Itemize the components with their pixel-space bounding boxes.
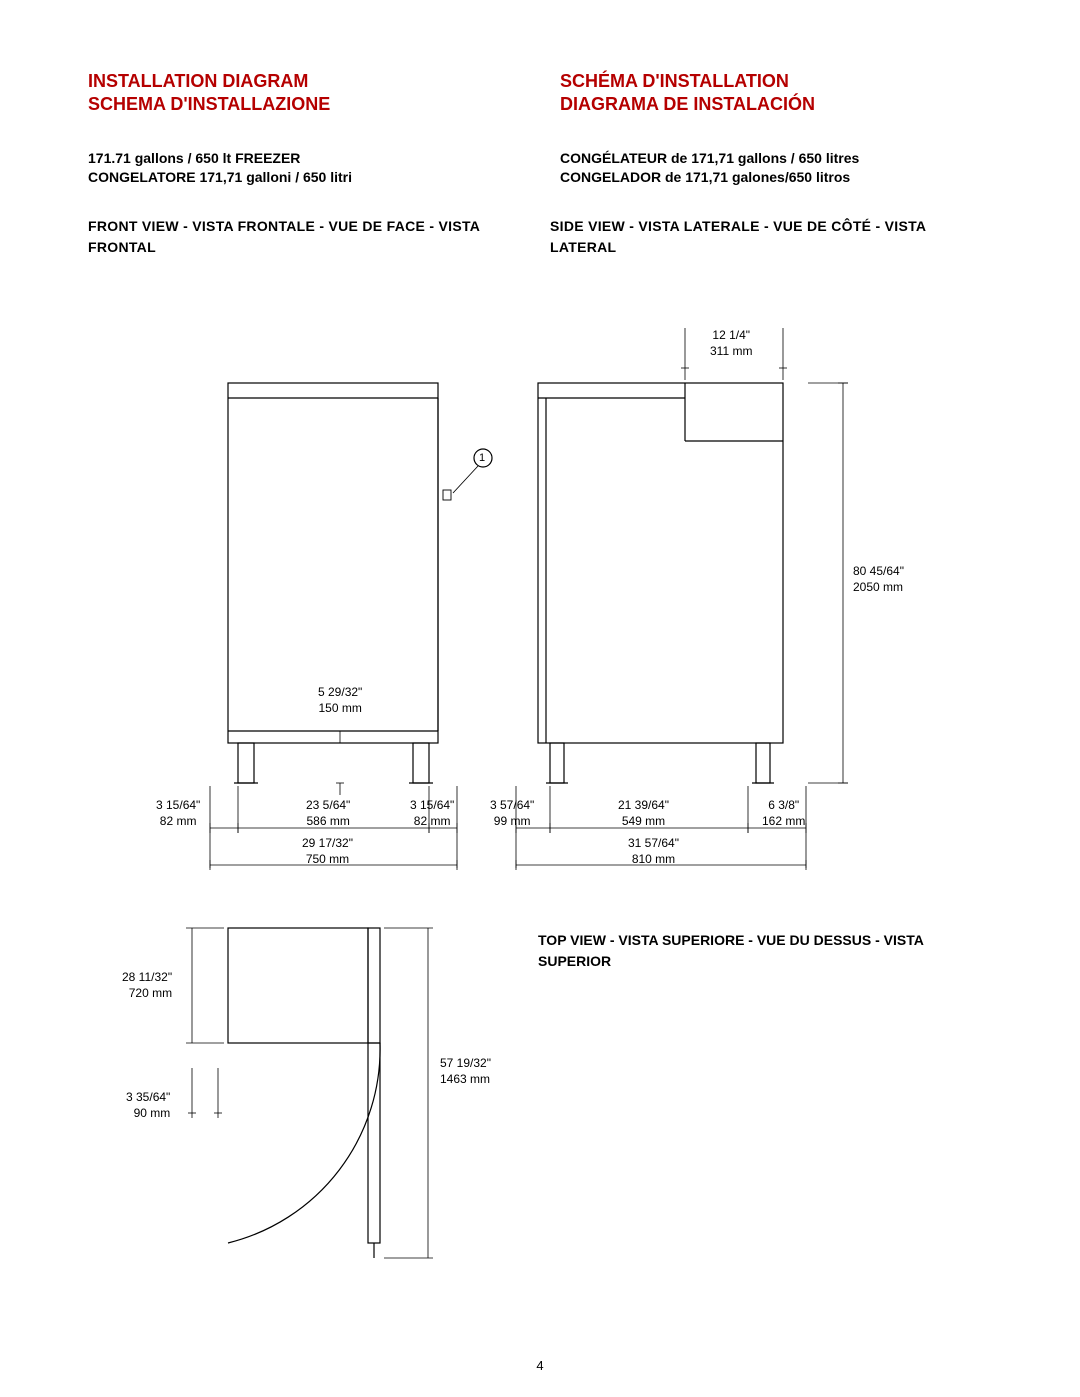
dim-side-front-gap: 3 57/64" 99 mm [490, 798, 534, 829]
subheading-left-1: 171.71 gallons / 650 lt FREEZER [88, 149, 520, 169]
subheading-right-1: CONGÉLATEUR de 171,71 gallons / 650 litr… [560, 149, 992, 169]
title-right-2: DIAGRAMA DE INSTALACIÓN [560, 93, 992, 116]
header-col-left: INSTALLATION DIAGRAM SCHEMA D'INSTALLAZI… [88, 70, 520, 117]
dim-front-body: 23 5/64" 586 mm [306, 798, 350, 829]
dim-top-depth: 28 11/32" 720 mm [122, 970, 172, 1001]
viewlabel-side: SIDE VIEW - VISTA LATERALE - VUE DE CÔTÉ… [550, 216, 992, 258]
dim-side-body-depth: 21 39/64" 549 mm [618, 798, 669, 829]
viewlabel-col-right: SIDE VIEW - VISTA LATERALE - VUE DE CÔTÉ… [550, 216, 992, 258]
dim-front-total: 29 17/32" 750 mm [302, 836, 353, 867]
diagram-svg [88, 268, 992, 1308]
title-right-1: SCHÉMA D'INSTALLATION [560, 70, 992, 93]
subheading-left-2: CONGELATORE 171,71 galloni / 650 litri [88, 168, 520, 188]
title-left-2: SCHEMA D'INSTALLAZIONE [88, 93, 520, 116]
dim-front-left-gap: 3 15/64" 82 mm [156, 798, 200, 829]
viewlabel-row: FRONT VIEW - VISTA FRONTALE - VUE DE FAC… [88, 216, 992, 258]
subheading-right-2: CONGELADOR de 171,71 galones/650 litros [560, 168, 992, 188]
dim-front-leg: 5 29/32" 150 mm [318, 685, 362, 716]
dim-side-total: 31 57/64" 810 mm [628, 836, 679, 867]
dim-side-rear-gap: 6 3/8" 162 mm [762, 798, 805, 829]
subheading-col-right: CONGÉLATEUR de 171,71 gallons / 650 litr… [560, 149, 992, 188]
viewlabel-front: FRONT VIEW - VISTA FRONTALE - VUE DE FAC… [88, 216, 530, 258]
header-col-right: SCHÉMA D'INSTALLATION DIAGRAMA DE INSTAL… [560, 70, 992, 117]
dim-top-offset: 3 35/64" 90 mm [126, 1090, 170, 1121]
viewlabel-top: TOP VIEW - VISTA SUPERIORE - VUE DU DESS… [538, 930, 968, 972]
dim-side-height: 80 45/64" 2050 mm [853, 564, 904, 595]
dim-front-right-gap: 3 15/64" 82 mm [410, 798, 454, 829]
viewlabel-col-left: FRONT VIEW - VISTA FRONTALE - VUE DE FAC… [88, 216, 530, 258]
callout-1: 1 [479, 451, 485, 465]
dim-top-swing: 57 19/32" 1463 mm [440, 1056, 491, 1087]
subheading-row: 171.71 gallons / 650 lt FREEZER CONGELAT… [88, 149, 992, 188]
title-left-1: INSTALLATION DIAGRAM [88, 70, 520, 93]
diagram-area: 1 5 29/32" 150 mm 3 15/64" 82 mm 23 5/64… [88, 268, 992, 1308]
header-row: INSTALLATION DIAGRAM SCHEMA D'INSTALLAZI… [88, 70, 992, 117]
subheading-col-left: 171.71 gallons / 650 lt FREEZER CONGELAT… [88, 149, 520, 188]
page-number: 4 [536, 1358, 543, 1373]
dim-side-top-setback: 12 1/4" 311 mm [710, 328, 752, 359]
